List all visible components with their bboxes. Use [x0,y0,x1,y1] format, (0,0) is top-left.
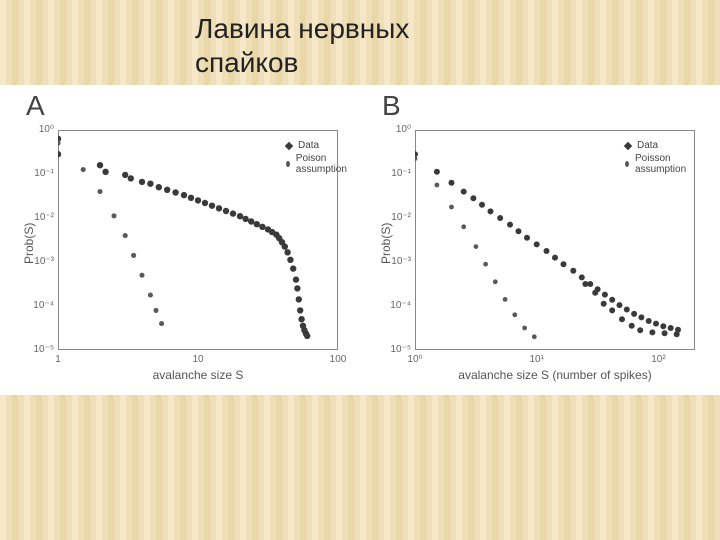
legend-item-data: Data [625,140,695,151]
circle-marker-icon [286,161,290,167]
legend-item-data: Data [286,140,349,151]
chart-panel-a: 10⁰10⁻¹10⁻²10⁻³10⁻⁴10⁻⁵110100Prob(S)aval… [58,130,338,350]
panel-label-b: B [382,90,401,122]
x-tick-label: 10 [183,354,213,365]
y-tick-label: 10⁻¹ [28,168,54,179]
y-axis-label: Prob(S) [379,223,393,264]
circle-marker-icon [625,161,629,167]
y-tick-label: 10⁻² [28,212,54,223]
x-tick-label: 10¹ [522,354,552,365]
legend-label: Data [637,140,658,151]
diamond-marker-icon [624,141,632,149]
x-axis-label: avalanche size S [58,368,338,382]
legend-label: Data [298,140,319,151]
x-axis-label: avalanche size S (number of spikes) [415,368,695,382]
title-line2: спайков [195,47,298,78]
x-tick-label: 100 [323,354,353,365]
y-tick-label: 10⁰ [385,124,411,135]
x-tick-label: 1 [43,354,73,365]
y-tick-label: 10⁰ [28,124,54,135]
y-tick-label: 10⁻⁴ [385,300,411,311]
x-tick-label: 10⁰ [400,354,430,365]
bottom-texture-band [0,395,720,540]
title-line1: Лавина нервных [195,13,409,44]
legend: Data Poison assumption [286,138,349,177]
chart-panel-b: 10⁰10⁻¹10⁻²10⁻³10⁻⁴10⁻⁵10⁰10¹10²Prob(S)a… [415,130,695,350]
x-tick-label: 10² [643,354,673,365]
legend-item-poisson: Poison assumption [286,153,349,175]
y-tick-label: 10⁻⁴ [28,300,54,311]
slide-title: Лавина нервных спайков [195,12,409,79]
legend-label: Poisson assumption [635,153,695,175]
slide-root: { "layout":{ "width":720,"height":540, "… [0,0,720,540]
legend: Data Poisson assumption [625,138,695,177]
legend-item-poisson: Poisson assumption [625,153,695,175]
y-axis-label: Prob(S) [22,223,36,264]
legend-label: Poison assumption [296,153,349,175]
y-tick-label: 10⁻¹ [385,168,411,179]
y-tick-label: 10⁻² [385,212,411,223]
panel-label-a: A [26,90,45,122]
diamond-marker-icon [285,141,293,149]
